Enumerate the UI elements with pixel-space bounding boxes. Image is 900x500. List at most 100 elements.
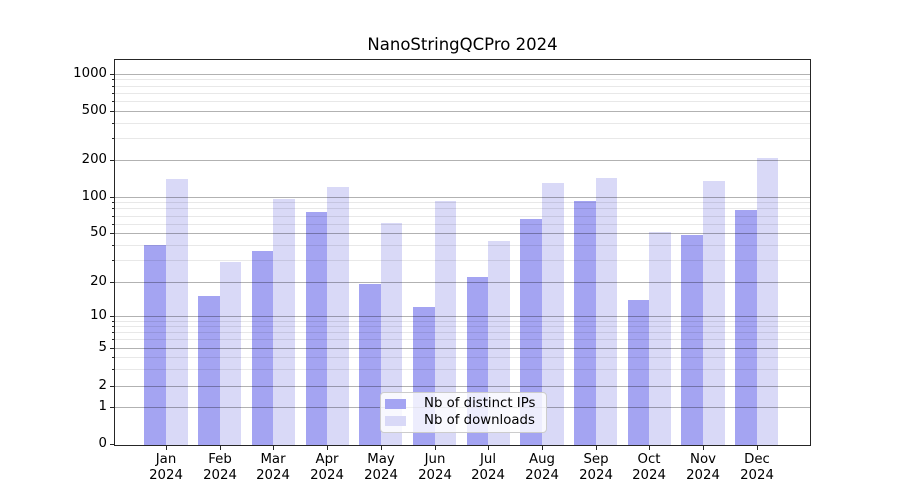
month-label: Jun bbox=[424, 452, 446, 467]
bar-downloads-sep bbox=[596, 177, 617, 445]
gridline-minor bbox=[115, 93, 810, 94]
x-tick-label-feb: Feb 2024 bbox=[188, 452, 252, 483]
month-label: Mar bbox=[260, 452, 286, 467]
y-tick-mark-minor bbox=[112, 208, 114, 209]
y-tick-mark-minor bbox=[112, 79, 114, 80]
plot-area bbox=[114, 59, 811, 446]
y-tick-label-0: 0 bbox=[98, 436, 107, 451]
bar-ips-may bbox=[359, 284, 381, 445]
y-tick-mark-minor bbox=[112, 339, 114, 340]
x-tick-label-jul: Jul 2024 bbox=[456, 452, 520, 483]
month-label: Aug bbox=[529, 452, 555, 467]
y-tick-label-5: 5 bbox=[98, 340, 107, 355]
bar-ips-oct bbox=[628, 299, 649, 445]
y-tick-mark-minor bbox=[112, 369, 114, 370]
bar-downloads-mar bbox=[273, 198, 295, 445]
x-tick-label-jun: Jun 2024 bbox=[403, 452, 467, 483]
month-label: Oct bbox=[637, 452, 661, 467]
gridline-minor bbox=[115, 224, 810, 225]
y-tick-label-1000: 1000 bbox=[73, 66, 107, 81]
year-label: 2024 bbox=[149, 467, 183, 483]
gridline-minor bbox=[115, 79, 810, 80]
bar-ips-nov bbox=[681, 235, 703, 445]
x-tick-mark bbox=[649, 446, 650, 450]
y-tick-mark bbox=[110, 444, 114, 445]
year-label: 2024 bbox=[471, 467, 505, 483]
legend-item-distinct-ips: Nb of distinct IPs bbox=[385, 396, 540, 412]
x-tick-label-jan: Jan 2024 bbox=[134, 452, 198, 483]
chart-title: NanoStringQCPro 2024 bbox=[367, 35, 558, 54]
bar-ips-aug bbox=[520, 218, 542, 445]
gridline-minor bbox=[115, 101, 810, 102]
y-tick-label-200: 200 bbox=[81, 152, 107, 167]
gridline-minor bbox=[115, 332, 810, 333]
y-tick-mark-minor bbox=[112, 216, 114, 217]
gridline-minor bbox=[115, 202, 810, 203]
bar-downloads-may bbox=[381, 222, 402, 445]
month-label: Feb bbox=[208, 452, 232, 467]
x-tick-label-aug: Aug 2024 bbox=[510, 452, 574, 483]
x-tick-mark bbox=[220, 446, 221, 450]
gridline-major-1000 bbox=[115, 74, 810, 75]
y-tick-mark-minor bbox=[112, 326, 114, 327]
y-tick-mark-minor bbox=[112, 93, 114, 94]
x-tick-mark bbox=[166, 446, 167, 450]
y-tick-label-100: 100 bbox=[81, 189, 107, 204]
x-tick-label-may: May 2024 bbox=[349, 452, 413, 483]
bar-downloads-oct bbox=[649, 232, 671, 445]
y-tick-mark-minor bbox=[112, 332, 114, 333]
y-tick-label-10: 10 bbox=[90, 308, 107, 323]
gridline-major-200 bbox=[115, 160, 810, 161]
gridline-minor bbox=[115, 123, 810, 124]
x-tick-label-dec: Dec 2024 bbox=[725, 452, 789, 483]
x-tick-label-nov: Nov 2024 bbox=[671, 452, 735, 483]
gridline-minor bbox=[115, 86, 810, 87]
x-tick-mark bbox=[757, 446, 758, 450]
bar-ips-feb bbox=[198, 296, 220, 445]
y-tick-mark bbox=[110, 74, 114, 75]
bar-downloads-jun bbox=[435, 200, 456, 445]
legend: Nb of distinct IPs Nb of downloads bbox=[380, 392, 547, 433]
year-label: 2024 bbox=[579, 467, 613, 483]
month-label: Apr bbox=[315, 452, 339, 467]
x-tick-mark bbox=[703, 446, 704, 450]
gridline-major-500 bbox=[115, 111, 810, 112]
y-tick-label-20: 20 bbox=[90, 274, 107, 289]
bar-downloads-aug bbox=[542, 183, 564, 445]
year-label: 2024 bbox=[364, 467, 398, 483]
y-tick-label-50: 50 bbox=[90, 225, 107, 240]
year-label: 2024 bbox=[740, 467, 774, 483]
bar-ips-dec bbox=[735, 209, 757, 445]
bar-downloads-jan bbox=[166, 178, 188, 445]
y-tick-mark bbox=[110, 386, 114, 387]
gridline-major-100 bbox=[115, 197, 810, 198]
gridline-minor bbox=[115, 369, 810, 370]
y-tick-mark-minor bbox=[112, 224, 114, 225]
year-label: 2024 bbox=[632, 467, 666, 483]
bar-downloads-apr bbox=[327, 186, 349, 445]
gridline-minor bbox=[115, 321, 810, 322]
x-tick-mark bbox=[542, 446, 543, 450]
y-tick-mark bbox=[110, 233, 114, 234]
gridline-minor bbox=[115, 260, 810, 261]
x-tick-mark bbox=[596, 446, 597, 450]
bar-downloads-feb bbox=[220, 262, 241, 445]
gridline-major-50 bbox=[115, 233, 810, 234]
month-label: Jan bbox=[155, 452, 177, 467]
y-tick-mark bbox=[110, 197, 114, 198]
y-tick-mark-minor bbox=[112, 101, 114, 102]
legend-swatch-downloads bbox=[385, 415, 406, 426]
x-tick-mark bbox=[381, 446, 382, 450]
month-label: May bbox=[367, 452, 395, 467]
bar-downloads-nov bbox=[703, 181, 725, 445]
bar-ips-mar bbox=[252, 250, 273, 445]
year-label: 2024 bbox=[418, 467, 452, 483]
x-tick-label-apr: Apr 2024 bbox=[295, 452, 359, 483]
y-tick-mark bbox=[110, 407, 114, 408]
legend-item-downloads: Nb of downloads bbox=[385, 413, 540, 429]
gridline-minor bbox=[115, 208, 810, 209]
y-tick-mark-minor bbox=[112, 260, 114, 261]
y-tick-mark bbox=[110, 111, 114, 112]
y-tick-mark-minor bbox=[112, 202, 114, 203]
